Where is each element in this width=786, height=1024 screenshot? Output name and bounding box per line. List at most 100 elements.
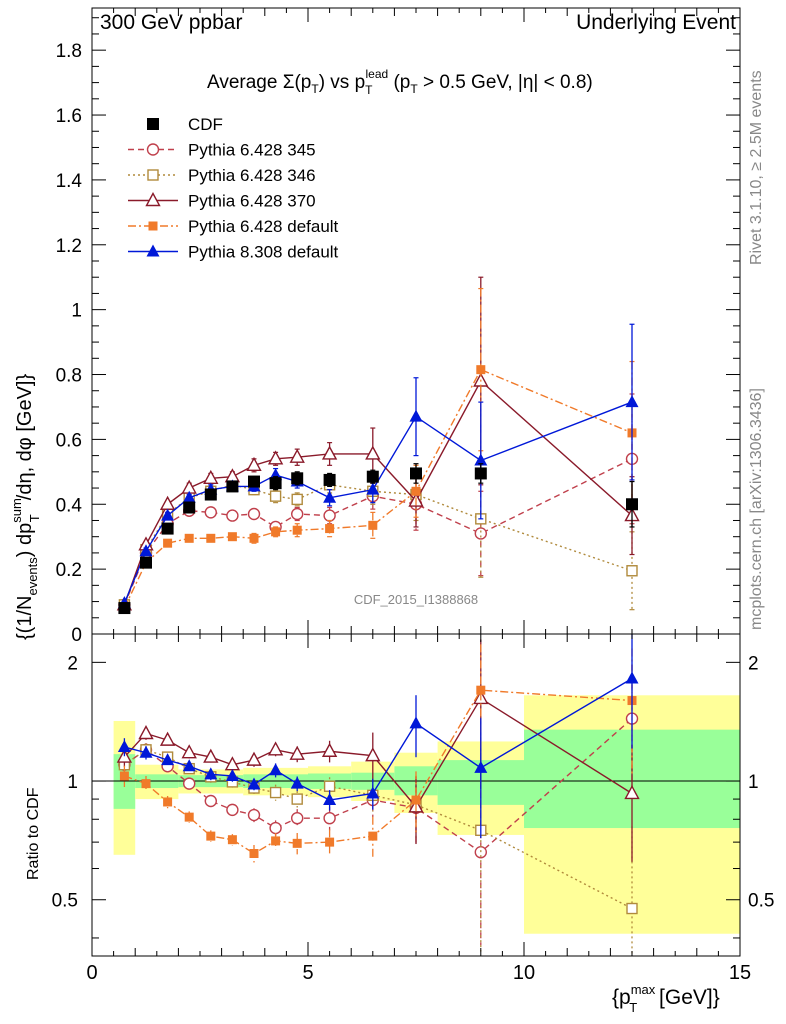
title-part: (p [388,72,410,93]
series-line [123,484,633,606]
y-tick-label: 0.2 [56,560,82,581]
ratio-data-point [119,771,129,781]
series-line [123,458,633,606]
legend-marker [146,143,160,156]
legend-item-pythia-8-308-default: Pythia 8.308 default [128,243,339,262]
x-tick-label: 0 [86,962,97,984]
ratio-data-point [625,671,639,684]
data-point [204,506,218,519]
header-right: Underlying Event [576,11,736,34]
ratio-y-tick-label-left: 2 [67,653,78,674]
ratio-data-point [138,725,154,740]
legend-item-pythia-6-428-346: Pythia 6.428 346 [128,166,316,185]
xlabel-part: max [631,982,656,997]
data-point [247,507,261,521]
legend-label: Pythia 6.428 370 [188,192,316,211]
data-point [474,467,487,480]
x-tick-label: 15 [729,962,751,984]
legend-label: Pythia 6.428 default [188,217,339,236]
data-point [226,509,239,522]
header-left: 300 GeV ppbar [100,11,242,34]
data-point [474,453,488,466]
data-point [410,467,422,480]
ratio-data-point [182,777,196,790]
ylabel-part: sum [9,498,24,523]
title-part: Σ(p [283,72,312,93]
ratio-data-point [290,776,304,789]
y-tick-label: 1.4 [56,171,83,192]
ratio-data-point [182,759,196,772]
xlabel-part: {p [612,986,631,1009]
y-tick-label: 1.2 [56,236,82,257]
data-point [227,532,237,542]
ratio-y-tick-label-right: 1 [748,772,759,793]
mcplots-label: mcplots.cern.ch [arXiv:1306.3436] [748,388,765,630]
legend-label: Pythia 8.308 default [188,243,339,262]
ratio-data-point [323,793,337,806]
data-point [204,488,217,501]
ratio-series [116,634,640,956]
data-point [626,498,638,511]
title-part: > 0.5 GeV, |η| < 0.8) [418,72,593,93]
legend-item-pythia-6-428-370: Pythia 6.428 370 [128,192,316,211]
series-pythia-6-428-370 [116,276,640,611]
ratio-data-point [159,731,176,746]
ratio-data-point [139,745,153,758]
data-point [323,473,336,486]
ratio-data-point [246,751,262,766]
data-point [271,527,281,537]
data-point [182,490,196,503]
title-part: ) vs p [319,72,365,93]
y-tick-label: 0.8 [56,366,82,387]
ratio-data-point [269,786,282,799]
ratio-data-point [624,785,640,800]
ratio-data-point [323,811,336,825]
ratio-data-point [163,797,173,807]
ratio-y-axis-label: Ratio to CDF [25,787,42,880]
ratio-data-point [411,795,421,805]
ylabel-part: events [25,557,40,596]
ratio-data-point [249,849,259,859]
legend-marker [147,169,159,181]
data-point [267,450,284,465]
y-tick-label: 0 [71,625,82,646]
data-point [323,490,337,503]
series-pythia-8-308-default [117,323,639,609]
data-point [140,556,152,569]
x-tick-label: 10 [513,962,535,984]
legend-marker [147,118,159,130]
ratio-data-point [291,793,303,805]
data-point [411,486,421,496]
data-point [289,448,305,463]
data-point [626,565,638,577]
data-point [118,602,131,615]
data-point [184,533,194,543]
ratio-data-point [269,821,282,835]
xlabel-part: T [629,1000,637,1015]
ratio-series-pythia-8-308-default [117,634,639,839]
ratio-data-point [626,902,638,915]
data-point [291,493,303,506]
data-point [269,468,283,481]
series-line [123,401,633,604]
data-point [291,507,304,521]
ratio-data-point [476,685,486,695]
ratio-data-point [247,777,261,790]
ratio-data-point [161,753,175,766]
ratio-y-tick-label-left: 0.5 [52,891,78,912]
series-pythia-6-428-default [119,287,637,613]
ratio-data-point [325,837,335,847]
ylabel-part: /dη, dφ [GeV]} [14,374,36,501]
data-point [366,482,380,495]
data-point [246,456,262,472]
y-tick-label: 0.6 [56,430,82,451]
axes: 0 5 10 15 0 0.2 0.4 0.6 0.8 1 1.2 1.4 1.6 1.8 0.5 0.5 1 1… [52,7,774,984]
analysis-label: CDF_2015_I1388868 [354,592,478,607]
rivet-label: Rivet 3.1.10, ≥ 2.5M events [748,70,765,265]
data-point [365,445,381,460]
data-point [226,480,239,493]
data-point [249,533,259,543]
y-tick-label: 1.8 [56,41,82,62]
legend-item-cdf: CDF [147,115,223,134]
y-tick-label: 1.6 [56,106,82,127]
